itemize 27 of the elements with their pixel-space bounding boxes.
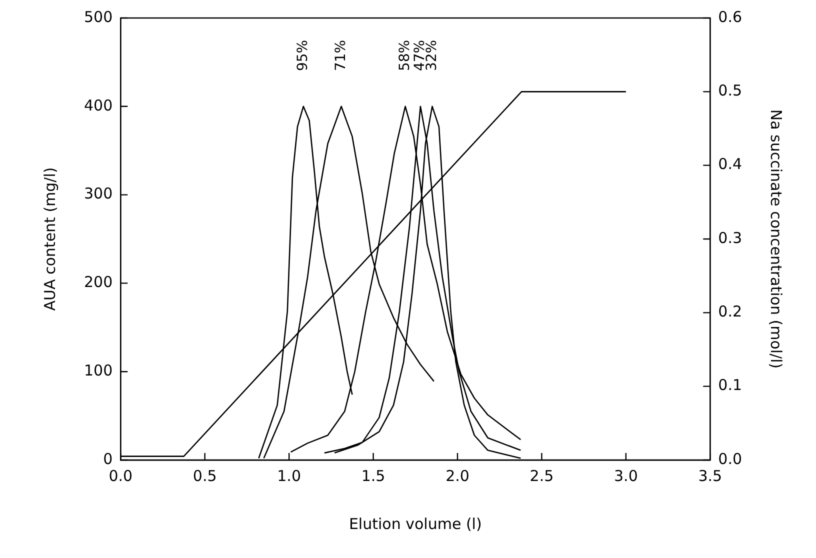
y2-tick-label: 0.5 [718,82,742,100]
y-tick-label: 200 [84,273,113,292]
y2-tick-label: 0.6 [718,8,742,26]
y-tick-label: 500 [84,8,113,26]
x-tick-label: 0.5 [192,466,217,485]
annotation: 95% [295,40,312,72]
y2-tick-label: 0.3 [718,228,742,247]
y-tick-label: 400 [84,96,113,114]
y-tick-label: 300 [84,184,113,203]
x-tick-label: 2.5 [530,466,554,485]
y-tick-label: 0 [103,450,113,468]
y-tick-label: 100 [84,361,113,380]
x-tick-label: 2.0 [446,466,470,485]
x-tick-label: 1.0 [277,466,301,485]
annotation: 71% [332,40,349,72]
x-tick-label: 3.5 [698,466,722,485]
annotation: 58% [396,40,413,72]
x-tick-label: 0.0 [108,466,133,485]
y-axis-title: AUA content (mg/l) [40,167,59,311]
y2-tick-label: 0.1 [718,376,742,394]
y2-tick-label: 0.0 [718,450,742,468]
x-axis-title: Elution volume (l) [348,514,482,533]
y2-tick-label: 0.4 [718,155,742,174]
x-tick-label: 1.5 [361,466,386,485]
x-tick-label: 3.0 [614,466,638,485]
y2-axis-title: Na succinate concentration (mol/l) [767,109,786,369]
y2-tick-label: 0.2 [718,302,742,321]
